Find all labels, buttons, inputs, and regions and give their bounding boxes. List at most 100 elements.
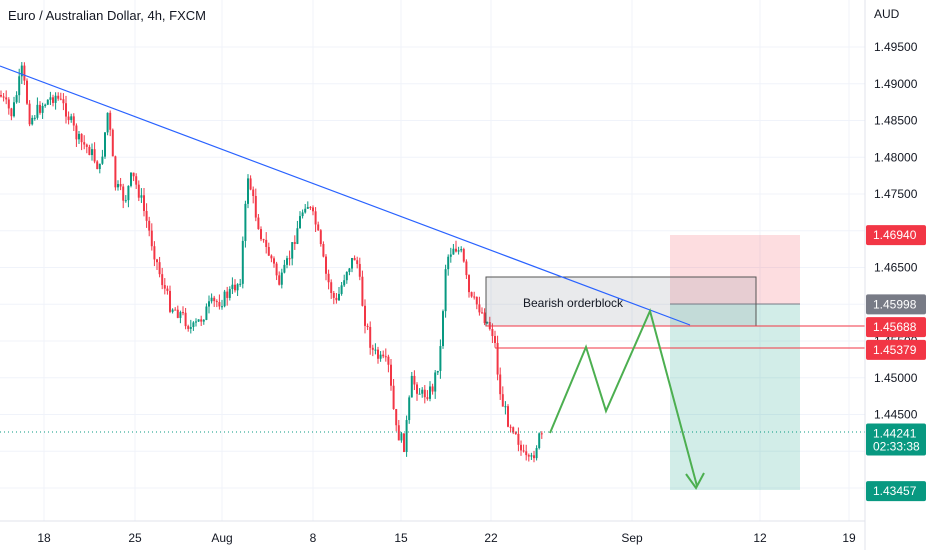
- candle-body: [309, 207, 312, 209]
- candle-body: [286, 258, 288, 265]
- descending-trendline[interactable]: [0, 65, 691, 326]
- long-position-tool[interactable]: [670, 235, 800, 490]
- bearish-orderblock[interactable]: Bearish orderblock: [485, 276, 757, 327]
- candle-body: [65, 103, 67, 117]
- projected-price-path[interactable]: [549, 307, 705, 490]
- price-label-value: 1.45998: [873, 297, 917, 311]
- candle-body: [395, 409, 398, 426]
- candle-body: [70, 116, 73, 120]
- candle-body: [20, 65, 23, 77]
- candle-body: [306, 207, 309, 209]
- candle-body: [252, 189, 255, 196]
- candle-body: [501, 394, 504, 407]
- candle-body: [304, 208, 307, 213]
- candle-body: [358, 263, 361, 277]
- candle-body: [436, 370, 439, 373]
- candle-body: [278, 275, 281, 285]
- candle-body: [75, 125, 78, 140]
- candle-body: [140, 195, 143, 198]
- candle-body: [205, 306, 208, 320]
- orderblock-box[interactable]: [485, 276, 757, 327]
- candle-body: [478, 304, 481, 313]
- candle-body: [494, 336, 496, 343]
- currency-label: AUD: [874, 7, 900, 21]
- candle-body: [418, 393, 421, 395]
- candle-body: [93, 149, 96, 162]
- candle-body: [421, 389, 424, 394]
- candle-body: [33, 117, 36, 119]
- candle-body: [288, 258, 291, 260]
- time-axis[interactable]: 18 25 Aug 8 15 22 Sep 12 19: [37, 531, 856, 545]
- candle-body: [127, 185, 130, 201]
- time-tick-label: Sep: [621, 531, 643, 545]
- candle-body: [348, 268, 351, 272]
- candle-body: [353, 257, 356, 261]
- candle-body: [59, 98, 62, 100]
- candle-body: [10, 108, 13, 117]
- candle-body: [475, 296, 478, 305]
- candle-body: [434, 372, 437, 392]
- candle-body: [80, 133, 83, 143]
- candle-body: [293, 242, 296, 244]
- candle-body: [169, 290, 171, 312]
- candle-body: [7, 99, 10, 109]
- candle-body: [132, 172, 135, 177]
- candle-body: [158, 262, 161, 275]
- candle-body: [299, 216, 301, 229]
- chart-title: Euro / Australian Dollar, 4h, FXCM: [8, 8, 206, 23]
- candle-body: [163, 285, 166, 289]
- candle-body: [67, 116, 70, 120]
- candle-body: [491, 329, 494, 337]
- time-tick-label: 8: [310, 531, 317, 545]
- candle-body: [377, 349, 379, 359]
- candle-body: [481, 312, 483, 314]
- take-profit-zone[interactable]: [670, 304, 800, 490]
- candle-body: [5, 97, 8, 100]
- chart-grid: [0, 0, 865, 521]
- candle-body: [483, 312, 486, 324]
- candle-body: [221, 306, 223, 308]
- candle-body: [228, 289, 231, 298]
- projection-arrowhead: [685, 472, 705, 490]
- candle-body: [202, 319, 205, 322]
- candle-body: [442, 311, 444, 347]
- candle-body: [101, 156, 104, 164]
- candle-body: [322, 244, 325, 257]
- candle-body: [330, 282, 333, 294]
- candle-body: [104, 132, 106, 157]
- candle-body: [426, 397, 429, 399]
- price-label-badge: [866, 481, 926, 502]
- price-label-value: 1.46940: [873, 228, 917, 242]
- candle-body: [174, 309, 177, 311]
- candle-body: [153, 246, 156, 260]
- candle-body: [156, 259, 158, 263]
- candle-body: [273, 258, 275, 264]
- candle-body: [234, 284, 236, 291]
- candle-body: [122, 186, 125, 201]
- candle-body: [231, 284, 234, 290]
- stop-loss-zone[interactable]: [670, 235, 800, 304]
- candle-body: [351, 257, 353, 269]
- candle-body: [148, 220, 151, 231]
- candle-body: [13, 102, 15, 117]
- candle-body: [535, 448, 538, 459]
- candle-body: [384, 356, 387, 358]
- price-label-value: 1.45379: [873, 343, 917, 357]
- candle-body: [247, 178, 249, 204]
- candle-body: [106, 112, 109, 133]
- candle-body: [241, 240, 244, 284]
- candle-body: [439, 346, 442, 371]
- candle-body: [36, 104, 39, 118]
- candle-body: [262, 239, 265, 241]
- candle-body: [392, 385, 395, 410]
- time-tick-label: 18: [37, 531, 51, 545]
- price-labels: 1.46940 1.45998 1.45688 1.45379 1.4424102:33…: [866, 225, 926, 502]
- candle-body: [254, 195, 257, 218]
- price-label-badge: [866, 317, 926, 338]
- candle-body: [397, 425, 400, 441]
- candle-body: [210, 297, 213, 302]
- candle-body: [200, 319, 203, 322]
- candle-body: [325, 256, 327, 274]
- candle-body: [343, 280, 346, 286]
